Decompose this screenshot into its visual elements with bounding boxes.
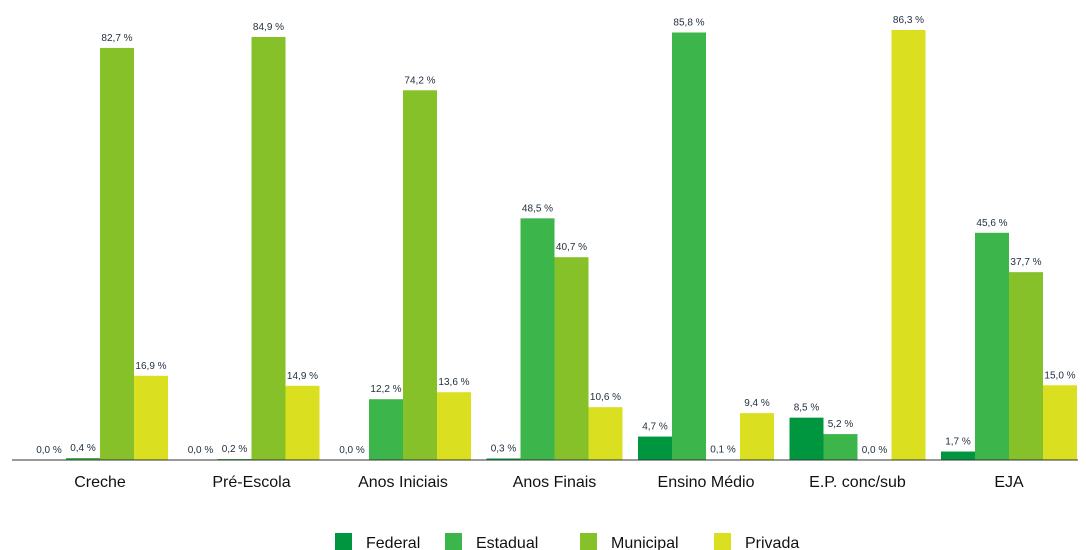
legend-label-estadual: Estadual (476, 535, 538, 550)
data-label: 0,0 % (862, 445, 888, 456)
bar-privada-0 (134, 375, 168, 460)
data-label: 45,6 % (976, 218, 1007, 229)
data-label: 10,6 % (590, 392, 621, 403)
legend-swatch-privada (714, 533, 731, 550)
data-label: 12,2 % (370, 384, 401, 395)
value-labels-group: 0,0 % 0,4 % 82,7 % 16,9 % 0,0 % 0,2 % 84,9 % 14… (36, 15, 1075, 456)
data-label: 0,0 % (188, 445, 214, 456)
bars-group (66, 30, 1077, 461)
bar-municipal-2 (403, 90, 437, 461)
category-labels-group: Creche Pré-Escola Anos Iniciais Anos Finais… (74, 474, 1024, 491)
data-label: 15,0 % (1044, 370, 1075, 381)
legend-swatch-estadual (445, 533, 462, 550)
legend-swatch-federal (335, 533, 352, 550)
bar-privada-1 (285, 385, 320, 460)
data-label: 0,1 % (710, 445, 736, 456)
category-label: EJA (994, 474, 1024, 491)
data-label: 0,0 % (339, 445, 365, 456)
data-label: 84,9 % (253, 22, 284, 33)
data-label: 13,6 % (438, 377, 469, 388)
bar-estadual-4 (672, 32, 706, 461)
bar-municipal-1 (251, 36, 286, 460)
legend: Federal Estadual Municipal Privada (335, 533, 799, 550)
bar-municipal-3 (554, 257, 589, 460)
category-label: Anos Iniciais (358, 474, 448, 491)
data-label: 40,7 % (556, 242, 587, 253)
bar-federal-5 (789, 417, 824, 460)
legend-swatch-municipal (580, 533, 597, 550)
category-label: Anos Finais (513, 474, 597, 491)
category-label: E.P. conc/sub (809, 474, 906, 491)
data-label: 9,4 % (744, 398, 770, 409)
bar-privada-3 (588, 407, 623, 460)
bar-federal-3 (486, 458, 521, 460)
bar-estadual-5 (823, 434, 858, 460)
data-label: 1,7 % (945, 437, 971, 448)
bar-municipal-0 (100, 47, 134, 460)
bar-privada-2 (437, 392, 471, 460)
legend-label-municipal: Municipal (611, 535, 679, 550)
bar-estadual-2 (369, 399, 403, 460)
bar-privada-4 (740, 413, 774, 460)
legend-label-federal: Federal (366, 535, 420, 550)
bar-federal-6 (941, 451, 975, 460)
category-label: Creche (74, 474, 126, 491)
data-label: 82,7 % (101, 33, 132, 44)
data-label: 85,8 % (673, 17, 704, 28)
data-label: 0,2 % (222, 444, 248, 455)
data-label: 0,0 % (36, 445, 62, 456)
category-label: Ensino Médio (658, 474, 755, 491)
bar-estadual-0 (66, 458, 100, 460)
bar-federal-4 (638, 436, 672, 460)
bar-municipal-6 (1009, 272, 1043, 460)
bar-privada-5 (891, 30, 926, 460)
data-label: 86,3 % (893, 15, 924, 26)
bar-estadual-6 (975, 232, 1009, 460)
data-label: 4,7 % (642, 422, 668, 433)
data-label: 37,7 % (1010, 257, 1041, 268)
data-label: 5,2 % (828, 419, 854, 430)
data-label: 14,9 % (287, 371, 318, 382)
data-label: 74,2 % (404, 75, 435, 86)
data-label: 48,5 % (522, 203, 553, 214)
data-label: 8,5 % (794, 403, 820, 414)
data-label: 0,4 % (70, 443, 96, 454)
legend-label-privada: Privada (745, 535, 799, 550)
category-label: Pré-Escola (212, 474, 290, 491)
bar-estadual-3 (520, 218, 555, 460)
bar-privada-6 (1043, 385, 1077, 460)
data-label: 0,3 % (491, 444, 517, 455)
data-label: 16,9 % (135, 361, 166, 372)
